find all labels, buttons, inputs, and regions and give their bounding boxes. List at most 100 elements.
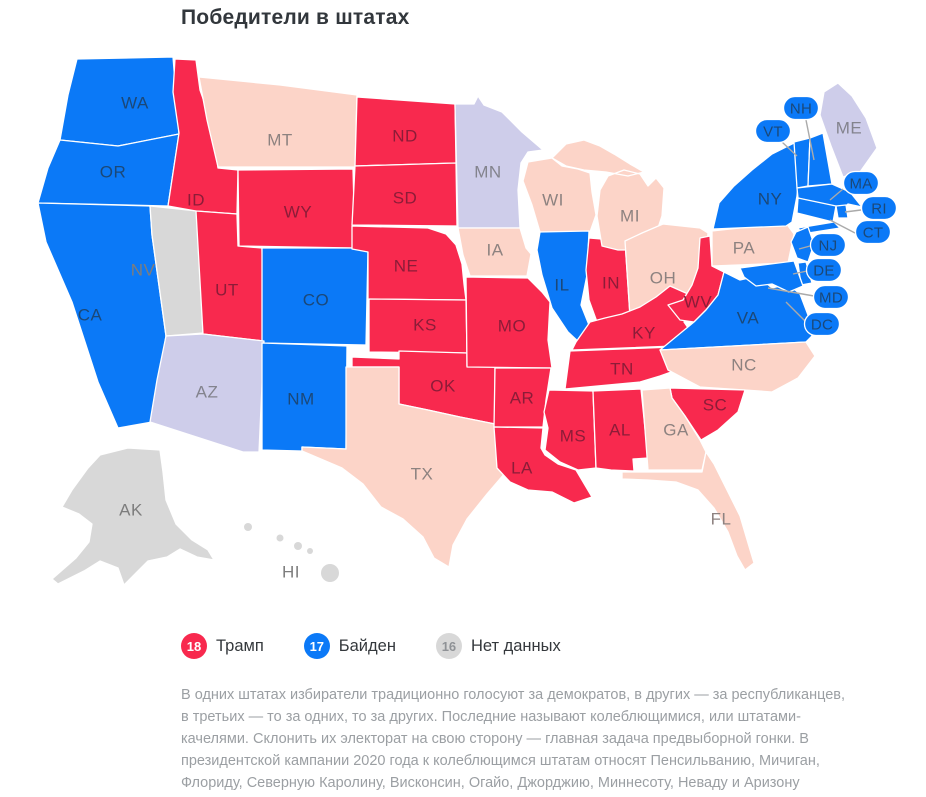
- state-ri[interactable]: [835, 204, 849, 219]
- state-label-id: ID: [187, 191, 205, 210]
- state-hi[interactable]: [244, 523, 252, 531]
- state-me[interactable]: [819, 82, 878, 178]
- state-label-nd: ND: [392, 127, 418, 146]
- state-badge-dc[interactable]: [803, 311, 841, 337]
- state-label-fl: FL: [711, 510, 732, 529]
- state-badge-label-nj: NJ: [819, 238, 838, 255]
- state-co[interactable]: [261, 247, 369, 346]
- state-hi[interactable]: [307, 548, 313, 554]
- state-label-pa: PA: [733, 239, 756, 258]
- state-label-wv: WV: [684, 293, 713, 312]
- legend-item-trump: 18 Трамп: [181, 633, 264, 659]
- badge-connector-nj: [798, 245, 811, 250]
- state-label-co: CO: [303, 291, 330, 310]
- state-badge-md[interactable]: [812, 284, 850, 310]
- state-tx[interactable]: [301, 366, 506, 568]
- state-label-or: OR: [100, 163, 127, 182]
- state-badge-ct[interactable]: [854, 219, 892, 245]
- legend-label-trump: Трамп: [216, 636, 264, 655]
- state-ga[interactable]: [641, 387, 707, 471]
- state-nj[interactable]: [790, 226, 815, 263]
- badge-connector-md: [767, 287, 815, 297]
- state-badge-label-md: MD: [819, 290, 843, 307]
- state-badge-vt[interactable]: [754, 118, 792, 144]
- state-sd[interactable]: [351, 162, 458, 227]
- state-label-il: IL: [554, 276, 569, 295]
- state-ne[interactable]: [351, 225, 467, 301]
- legend: 18 Трамп 17 Байден 16 Нет данных: [181, 633, 561, 659]
- state-label-ky: KY: [632, 324, 656, 343]
- state-wi[interactable]: [522, 157, 597, 233]
- state-label-me: ME: [836, 119, 863, 138]
- state-label-va: VA: [737, 309, 760, 328]
- state-label-hi: HI: [282, 563, 300, 582]
- state-label-ar: AR: [510, 389, 535, 408]
- state-label-wi: WI: [542, 191, 564, 210]
- legend-item-biden: 17 Байден: [303, 633, 396, 659]
- page-title: Победители в штатах: [181, 6, 410, 29]
- state-badge-label-dc: DC: [811, 317, 833, 334]
- state-ia[interactable]: [457, 227, 532, 277]
- state-label-ga: GA: [663, 421, 689, 440]
- state-label-ut: UT: [215, 281, 239, 300]
- state-badge-label-vt: VT: [763, 124, 783, 141]
- state-label-al: AL: [609, 421, 631, 440]
- state-hi[interactable]: [294, 542, 302, 550]
- badge-connector-nh: [805, 119, 815, 161]
- state-badge-de[interactable]: [805, 257, 843, 283]
- state-label-wy: WY: [284, 203, 312, 222]
- state-wa[interactable]: [59, 56, 180, 147]
- state-label-mn: MN: [474, 163, 501, 182]
- legend-count-biden: 17: [303, 633, 330, 659]
- state-label-oh: OH: [650, 269, 677, 288]
- state-badge-label-de: DE: [813, 263, 834, 280]
- state-nh[interactable]: [807, 132, 833, 187]
- state-badge-ma[interactable]: [842, 170, 880, 196]
- badge-connector-ma: [829, 188, 844, 201]
- state-label-az: AZ: [196, 383, 219, 402]
- state-hi[interactable]: [321, 564, 339, 582]
- state-badge-label-ma: MA: [849, 176, 872, 193]
- state-label-nc: NC: [731, 356, 757, 375]
- state-mo[interactable]: [465, 276, 553, 369]
- state-fl[interactable]: [621, 451, 755, 571]
- legend-label-no-data: Нет данных: [470, 636, 561, 655]
- legend-item-no-data: 16 Нет данных: [435, 633, 561, 659]
- state-label-ks: KS: [413, 316, 437, 335]
- state-label-ak: AK: [119, 501, 143, 520]
- state-nc[interactable]: [659, 341, 816, 393]
- description-text: В одних штатах избиратели традиционно го…: [181, 687, 846, 791]
- state-label-mo: MO: [498, 317, 526, 336]
- badge-connector-dc: [785, 301, 806, 322]
- state-label-tx: TX: [411, 465, 434, 484]
- state-ak[interactable]: [51, 447, 215, 586]
- badge-connector-vt: [781, 141, 798, 157]
- badge-connector-de: [792, 270, 808, 275]
- state-label-in: IN: [602, 274, 620, 293]
- state-label-sd: SD: [393, 189, 418, 208]
- legend-count-trump: 18: [181, 633, 207, 659]
- badge-connector-ri: [844, 209, 862, 213]
- state-badge-ri[interactable]: [860, 195, 898, 221]
- state-label-tn: TN: [610, 360, 634, 379]
- state-label-ca: CA: [78, 306, 103, 325]
- state-label-mi: MI: [620, 207, 640, 226]
- state-la[interactable]: [493, 426, 593, 504]
- state-hi[interactable]: [276, 534, 284, 542]
- state-label-nm: NM: [287, 390, 314, 409]
- state-label-la: LA: [511, 459, 533, 478]
- state-mt[interactable]: [198, 76, 358, 168]
- state-badge-nj[interactable]: [809, 232, 847, 258]
- legend-label-biden: Байден: [338, 636, 396, 655]
- state-badge-nh[interactable]: [782, 95, 820, 121]
- state-label-ia: IA: [486, 241, 503, 260]
- state-az[interactable]: [149, 333, 265, 453]
- state-label-ms: MS: [560, 427, 587, 446]
- state-label-wa: WA: [121, 94, 149, 113]
- state-badge-label-ct: CT: [863, 225, 884, 242]
- badge-connector-ct: [829, 219, 856, 234]
- legend-count-no-data: 16: [435, 633, 462, 659]
- state-id[interactable]: [167, 58, 239, 215]
- state-label-ne: NE: [394, 257, 419, 276]
